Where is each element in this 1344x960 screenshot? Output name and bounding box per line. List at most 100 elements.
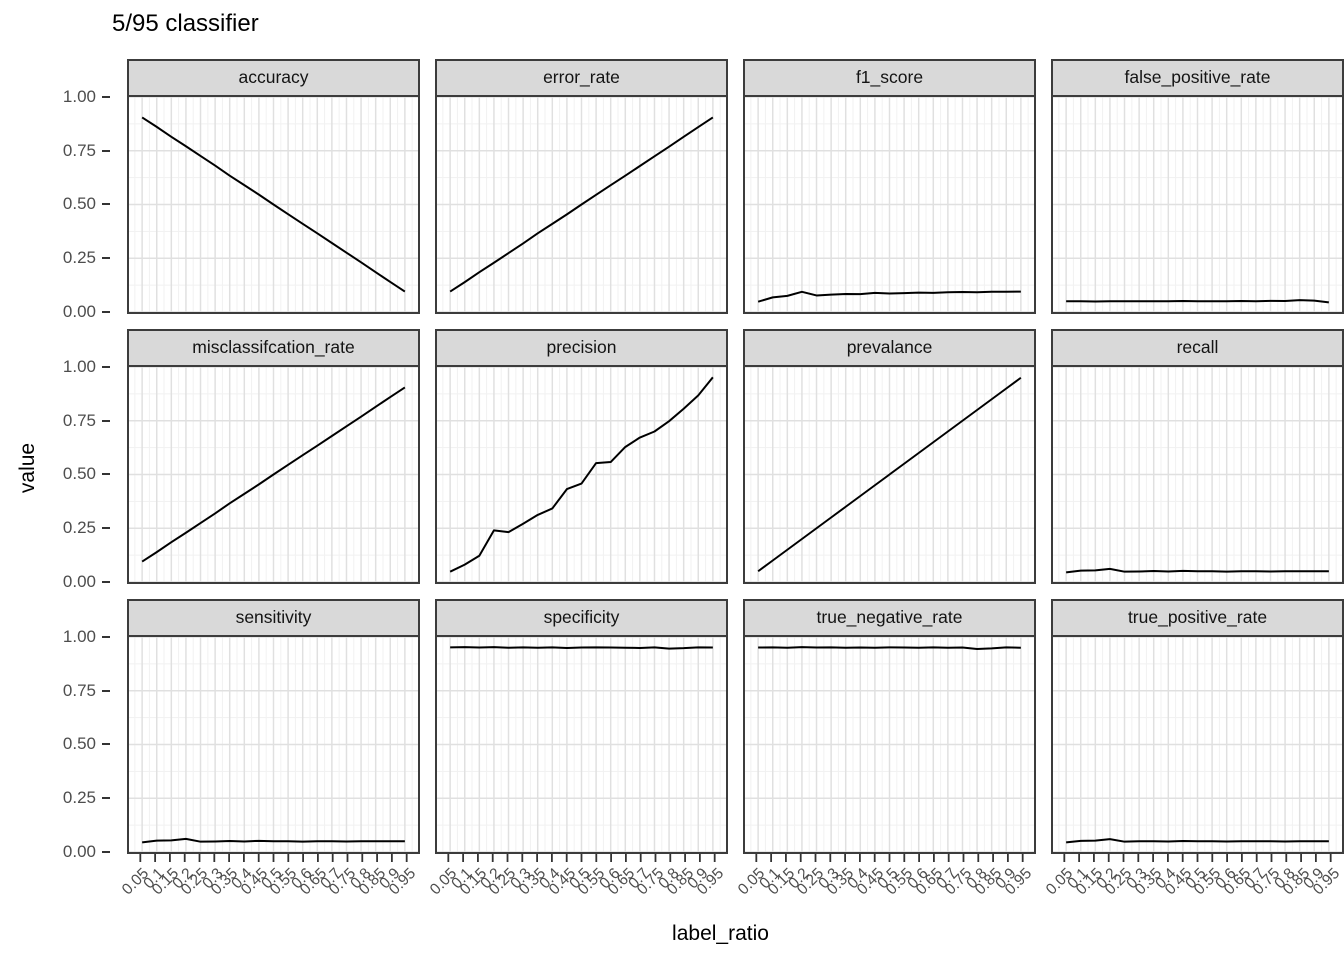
facet-panel-plot (437, 366, 726, 582)
x-axis-title: label_ratio (672, 921, 769, 945)
x-axis-cell: 0.05 0.1 0.15 0.2 0.25 0.3 0.35 0.4 0.45 0.5 0.55 0… (735, 853, 1036, 920)
y-tick-mark (102, 203, 110, 206)
facet-strip-label: precision (546, 337, 617, 358)
facet-panel-plot (129, 366, 418, 582)
x-axis-gutter-spacer (0, 854, 112, 920)
facet-strip-label: true_negative_rate (816, 607, 963, 628)
facet-panel-plot (437, 96, 726, 312)
facet-row: 1.00 0.75 0.50 0.25 0.00 sensitivity specifici… (0, 598, 1344, 861)
facet-f1_score: f1_score (743, 58, 1036, 314)
facet-panel (1051, 636, 1344, 854)
x-axis-ticks (1063, 853, 1332, 862)
data-line (449, 116, 714, 293)
y-tick-mark (102, 365, 110, 368)
y-tick-label: 0.25 (62, 518, 96, 538)
facet-strip: prevalance (743, 328, 1036, 367)
facet-strip: false_positive_rate (1051, 58, 1344, 97)
facet-accuracy: accuracy (127, 58, 420, 314)
facet-error_rate: error_rate (435, 58, 728, 314)
facet-strip-label: false_positive_rate (1124, 67, 1271, 88)
facet-strip: sensitivity (127, 598, 420, 637)
facet-panel-plot (129, 96, 418, 312)
y-tick-label: 0.75 (62, 140, 96, 160)
facet-misclassifcation_rate: misclassifcation_rate (127, 328, 420, 584)
facet-panel-plot (129, 636, 418, 852)
y-tick-mark (102, 149, 110, 152)
facet-strip-label: error_rate (543, 67, 620, 88)
data-line (450, 645, 713, 650)
facet-panel-plot (437, 636, 726, 852)
facet-strip: error_rate (435, 58, 728, 97)
facet-panel-plot (1053, 366, 1342, 582)
y-tick-label: 0.50 (62, 734, 96, 754)
facet-strip: accuracy (127, 58, 420, 97)
facet-panel-plot (1053, 96, 1342, 312)
y-tick-label: 0.00 (62, 841, 96, 861)
y-tick-mark (102, 95, 110, 98)
x-axis-cell: 0.05 0.1 0.15 0.2 0.25 0.3 0.35 0.4 0.45 0.5 0.55 0… (427, 853, 728, 920)
facet-row: 1.00 0.75 0.50 0.25 0.00 accuracy error_rate f1… (0, 58, 1344, 321)
chart-title: 5/95 classifier (112, 10, 259, 37)
y-tick-label: 0.00 (62, 571, 96, 591)
data-line (141, 386, 406, 563)
facet-panel-plot (745, 96, 1034, 312)
facet-panel-plot (745, 636, 1034, 852)
facet-panel (127, 636, 420, 854)
data-line (1066, 567, 1329, 574)
facet-sensitivity: sensitivity (127, 598, 420, 854)
facet-panel (743, 96, 1036, 314)
x-axis-cell: 0.05 0.1 0.15 0.2 0.25 0.3 0.35 0.4 0.45 0.5 0.55 0… (119, 853, 420, 920)
y-tick-label: 1.00 (62, 86, 96, 106)
facet-panel (435, 366, 728, 584)
facet-panel-plot (1053, 636, 1342, 852)
facet-strip-label: specificity (543, 607, 620, 628)
data-line (1066, 298, 1329, 304)
facet-strip: precision (435, 328, 728, 367)
facet-strip-label: prevalance (846, 337, 933, 358)
data-line (449, 376, 714, 573)
y-axis-gutter: 1.00 0.75 0.50 0.25 0.00 (0, 59, 112, 321)
facet-strip: specificity (435, 598, 728, 637)
data-line (757, 376, 1022, 572)
facet-true_positive_rate: true_positive_rate (1051, 598, 1344, 854)
x-axis-ticks (755, 853, 1024, 862)
facet-panel (435, 96, 728, 314)
y-tick-mark (102, 635, 110, 638)
facet-strip-label: misclassifcation_rate (192, 337, 355, 358)
y-tick-label: 0.25 (62, 248, 96, 268)
facet-row: 1.00 0.75 0.50 0.25 0.00 misclassifcation_rat… (0, 328, 1344, 591)
facet-precision: precision (435, 328, 728, 584)
y-tick-mark (102, 473, 110, 476)
facet-panel (1051, 96, 1344, 314)
data-line (758, 645, 1021, 650)
facet-recall: recall (1051, 328, 1344, 584)
y-tick-label: 0.75 (62, 680, 96, 700)
data-line (757, 290, 1021, 303)
y-tick-label: 0.00 (62, 301, 96, 321)
y-tick-label: 1.00 (62, 356, 96, 376)
y-tick-mark (102, 527, 110, 530)
facet-strip-label: sensitivity (235, 607, 312, 628)
y-axis-gutter: 1.00 0.75 0.50 0.25 0.00 (0, 329, 112, 591)
facet-true_negative_rate: true_negative_rate (743, 598, 1036, 854)
facet-panel (1051, 366, 1344, 584)
facet-strip-label: accuracy (238, 67, 309, 88)
y-tick-mark (102, 743, 110, 746)
y-tick-label: 0.50 (62, 194, 96, 214)
data-line (1066, 837, 1329, 844)
facet-prevalance: prevalance (743, 328, 1036, 584)
y-tick-mark (102, 580, 110, 583)
y-tick-mark (102, 850, 110, 853)
facet-strip-label: recall (1176, 337, 1219, 358)
y-tick-mark (102, 797, 110, 800)
x-axis-ticks (447, 853, 716, 862)
facet-panel (435, 636, 728, 854)
facet-false_positive_rate: false_positive_rate (1051, 58, 1344, 314)
facet-strip: true_negative_rate (743, 598, 1036, 637)
facet-grid: 1.00 0.75 0.50 0.25 0.00 accuracy error_rate f1… (0, 58, 1344, 861)
facet-strip: f1_score (743, 58, 1036, 97)
y-tick-label: 0.75 (62, 410, 96, 430)
y-tick-mark (102, 689, 110, 692)
x-axis-ticks (139, 853, 408, 862)
